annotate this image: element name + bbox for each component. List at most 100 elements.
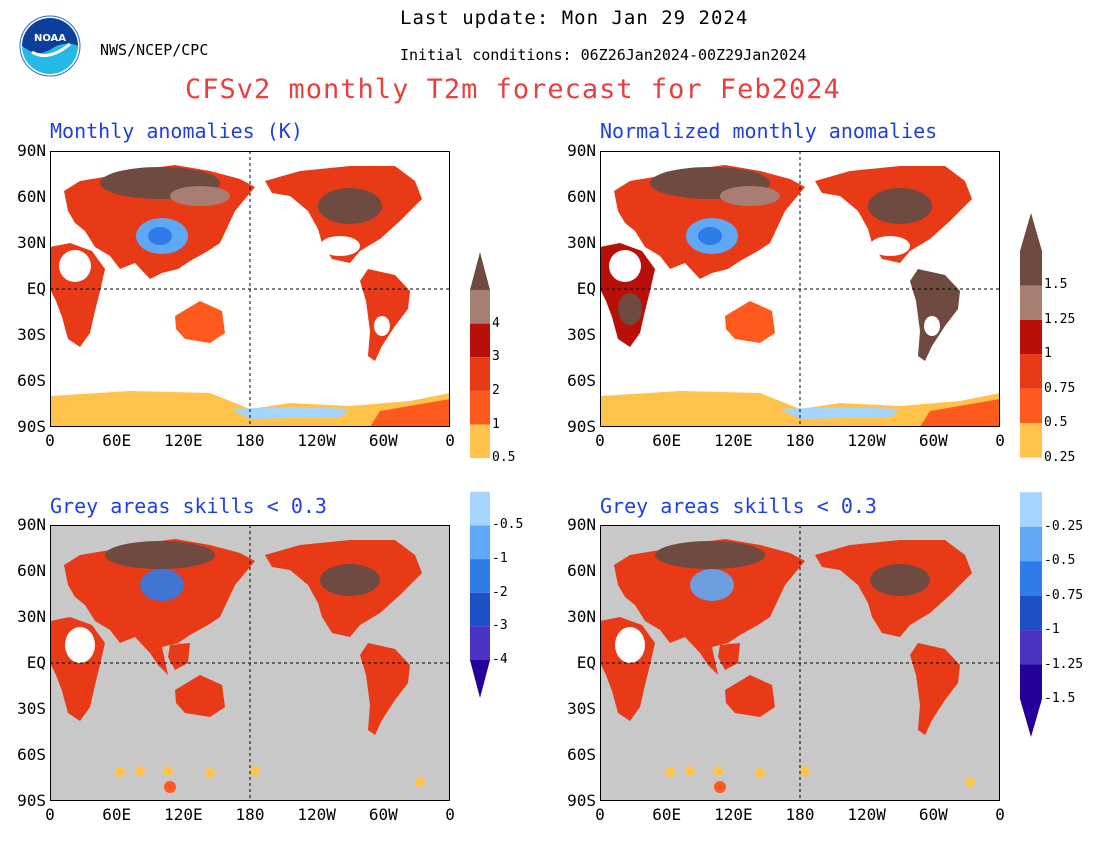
lon-label: 120E — [164, 431, 203, 450]
colorbar-label: -0.5 — [492, 517, 524, 533]
colorbar-label: -0.75 — [1044, 587, 1084, 603]
colorbar-label: -4 — [492, 652, 508, 667]
lon-label: 0 — [45, 805, 55, 824]
neutral-region — [870, 236, 910, 256]
colorbar-label: 1 — [492, 416, 500, 432]
lon-label: 180 — [785, 805, 815, 824]
colorbar-label: 1.25 — [1044, 311, 1076, 327]
colorbar-label: -1.25 — [1044, 656, 1084, 672]
agency-label: NWS/NCEP/CPC — [100, 41, 209, 59]
lat-label: 30N — [567, 233, 596, 252]
colorbar-label: 0.75 — [1044, 380, 1076, 396]
map-frame — [600, 525, 1000, 801]
lat-label: 60S — [567, 745, 596, 764]
lat-label: 60S — [17, 371, 46, 390]
warm-anomaly-region — [870, 564, 930, 596]
colorbar-top-arrow — [1020, 213, 1042, 251]
neutral-region — [65, 627, 95, 663]
land-outline — [788, 341, 798, 363]
lat-label: 60N — [17, 561, 46, 580]
lon-label: 180 — [235, 805, 265, 824]
colorbar-label: 0.5 — [1044, 415, 1068, 431]
land-outline — [653, 313, 660, 335]
colorbar-bottom-arrow — [1020, 699, 1042, 737]
lat-label: 30S — [17, 325, 46, 344]
skill-spot — [713, 766, 723, 776]
colorbar-band — [1020, 388, 1042, 424]
colorbar-label: -2 — [492, 584, 508, 600]
warm-anomaly-region — [175, 301, 225, 343]
cold-anomaly-region — [140, 569, 184, 601]
colorbar-band — [470, 491, 490, 526]
lat-label: 90S — [567, 417, 596, 436]
colorbar-band — [470, 626, 490, 660]
lat-label: EQ — [576, 279, 596, 298]
colorbar-normalized — [1020, 213, 1042, 737]
colorbar-band — [470, 525, 490, 560]
land-shading — [700, 647, 718, 675]
lon-label: 0 — [445, 431, 455, 450]
page-title: CFSv2 monthly T2m forecast for Feb2024 — [185, 74, 841, 105]
lat-label: 60N — [567, 561, 596, 580]
lon-label: 120W — [297, 805, 336, 824]
lon-label: 120W — [847, 431, 886, 450]
colorbar-top-arrow — [470, 252, 490, 290]
colorbar-label: -0.25 — [1044, 518, 1084, 534]
lon-label: 60W — [918, 805, 948, 824]
lon-label: 120W — [297, 431, 336, 450]
colorbar-label: -1 — [492, 551, 508, 567]
colorbar-band — [1020, 354, 1042, 389]
lon-label: 0 — [595, 431, 605, 450]
lat-label: 30S — [17, 699, 46, 718]
lat-label: EQ — [26, 279, 46, 298]
colorbar-band — [1020, 492, 1042, 527]
colorbar-band — [1020, 457, 1042, 493]
lat-label: 90N — [17, 515, 46, 534]
lon-label: 60W — [368, 805, 398, 824]
skill-spot — [665, 767, 675, 777]
colorbar-band — [1020, 561, 1042, 596]
lon-label: 60E — [102, 805, 132, 824]
land-outline — [150, 273, 168, 301]
lat-label: 90N — [17, 141, 46, 160]
colorbar-band — [470, 458, 490, 492]
map-frame — [50, 151, 450, 427]
land-outline — [103, 313, 110, 335]
warm-anomaly-region — [910, 269, 960, 361]
lon-label: 0 — [995, 805, 1005, 824]
panel-title-2: Normalized monthly anomalies — [600, 119, 938, 143]
colorbar-band — [1020, 664, 1042, 699]
colorbar-label: -1.5 — [1044, 691, 1076, 706]
colorbar-label: 2 — [492, 382, 500, 398]
colorbar-label: 4 — [492, 315, 500, 331]
neutral-region — [609, 250, 641, 282]
colorbar-band — [1020, 630, 1042, 665]
map-panel-skill-normalized — [600, 525, 1000, 801]
cold-anomaly-region — [780, 407, 900, 419]
land-shading — [910, 643, 960, 735]
noaa-logo-icon: NOAA — [19, 15, 81, 77]
colorbar-anomalies — [470, 252, 490, 698]
colorbar-band — [1020, 251, 1042, 286]
neutral-region — [59, 250, 91, 282]
lon-label: 60E — [652, 431, 682, 450]
lat-label: 60N — [567, 187, 596, 206]
lat-label: EQ — [576, 653, 596, 672]
cold-anomaly-region — [690, 569, 734, 601]
lat-label: 90S — [17, 417, 46, 436]
lat-label: 90S — [17, 791, 46, 810]
colorbar-label: 0.25 — [1044, 449, 1076, 465]
lon-label: 60E — [652, 805, 682, 824]
warm-anomaly-region — [370, 399, 450, 427]
warm-anomaly-region — [318, 188, 382, 224]
skill-spot — [164, 781, 176, 793]
map-frame — [600, 151, 1000, 427]
lat-label: 30N — [17, 607, 46, 626]
neutral-region — [924, 316, 940, 336]
warm-anomaly-region — [618, 293, 642, 325]
warm-anomaly-region — [868, 188, 932, 224]
colorbar-band — [470, 424, 490, 459]
lon-label: 120E — [714, 805, 753, 824]
cold-anomaly-region — [148, 227, 172, 245]
skill-spot — [205, 768, 215, 778]
